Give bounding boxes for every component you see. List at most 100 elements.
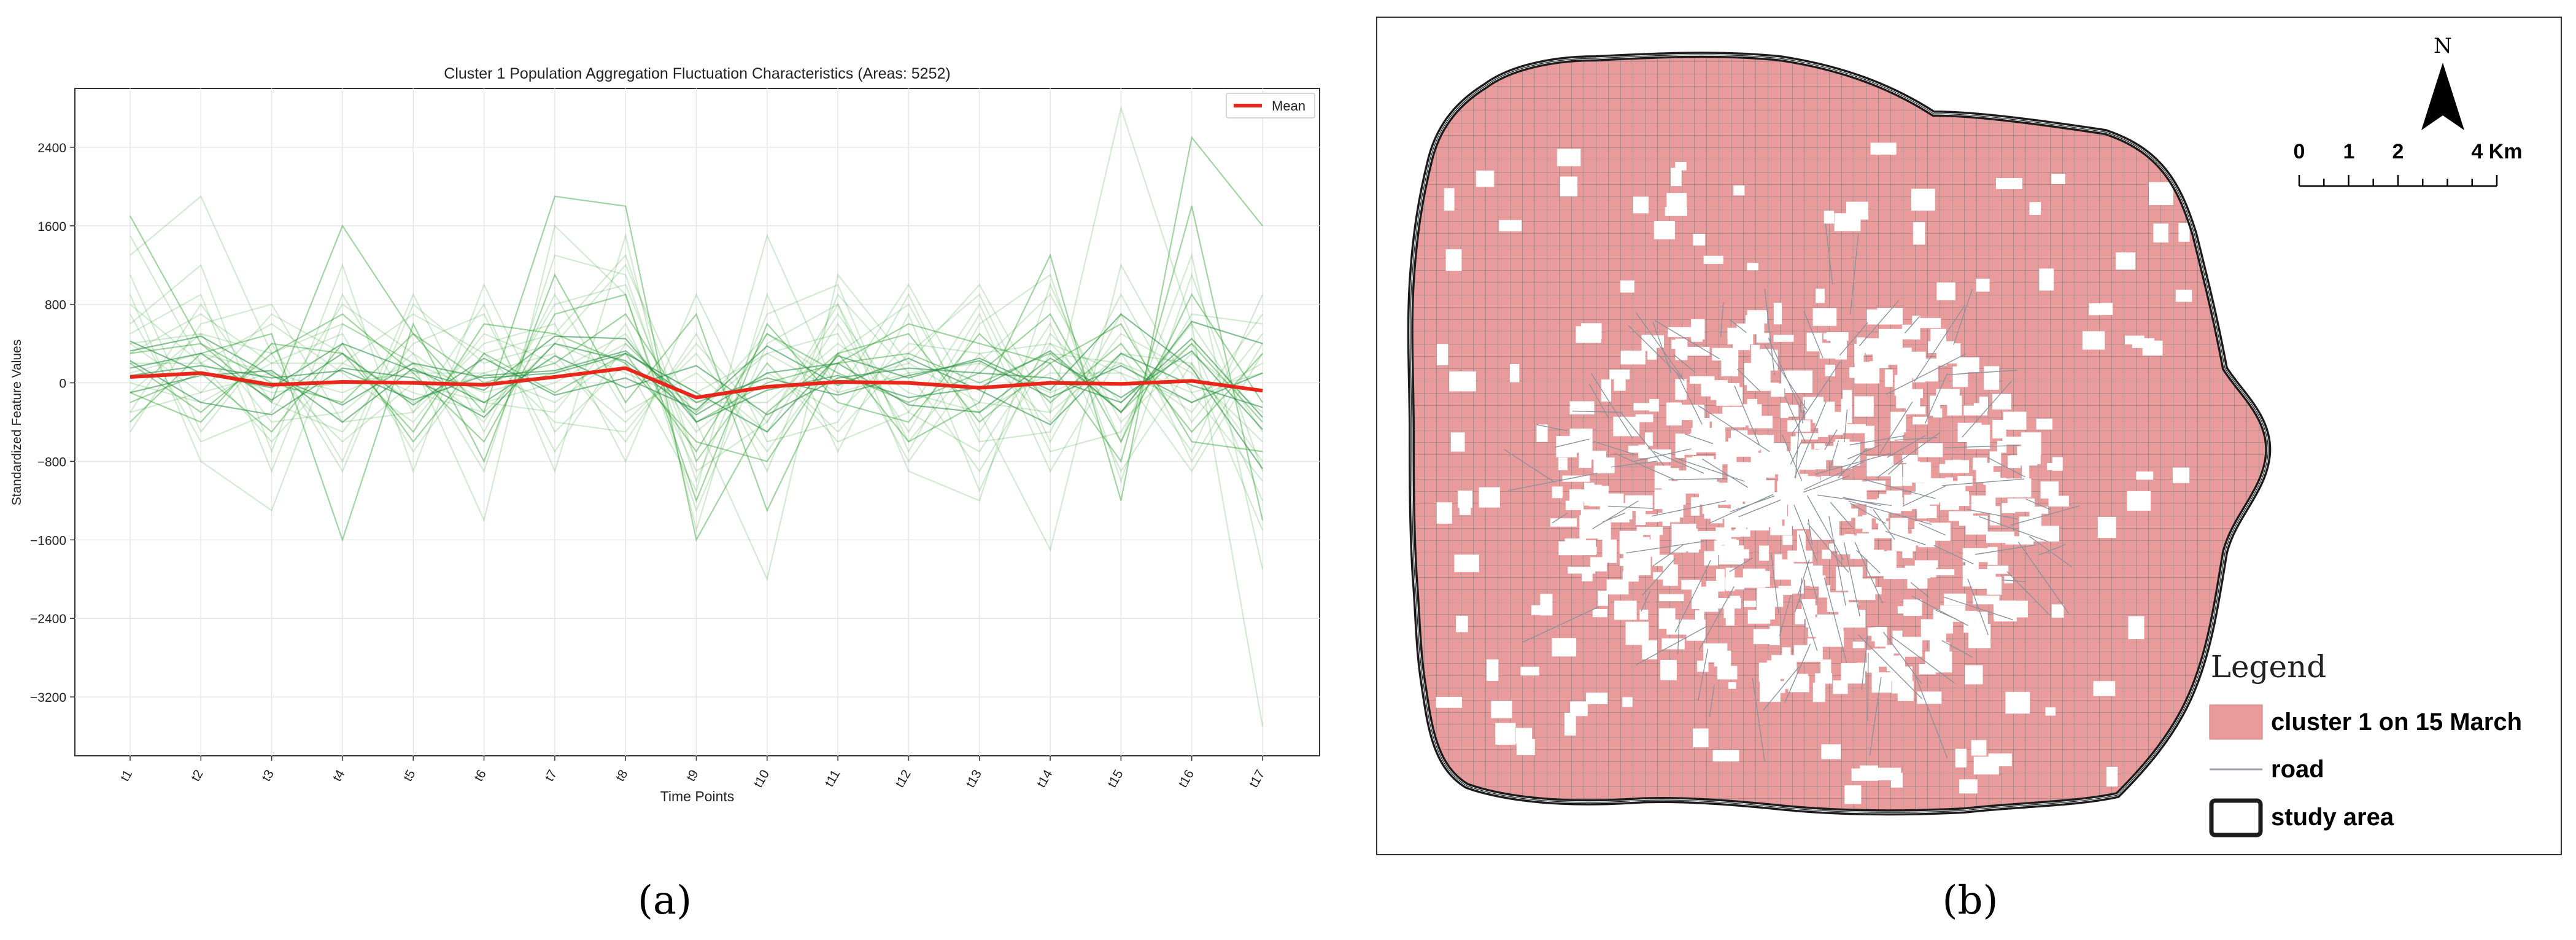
scale-ticks xyxy=(2298,175,2498,186)
non-cluster-cell xyxy=(1902,476,1913,486)
road-segment xyxy=(1653,451,1704,474)
non-cluster-cell xyxy=(1876,767,1901,780)
non-cluster-cell xyxy=(1957,357,1979,372)
non-cluster-cell xyxy=(1973,596,2000,605)
non-cluster-cell xyxy=(1871,672,1892,693)
non-cluster-cell xyxy=(1660,659,1677,681)
non-cluster-cell xyxy=(1725,577,1744,590)
chart-legend: Mean xyxy=(1226,93,1315,118)
non-cluster-cell xyxy=(1936,389,1960,405)
x-axis-ticks: t1 t2 t3 t4 t5 t6 t7 t8 t9 t10 t11 t12 t13 t14 t15 t16 t… xyxy=(118,756,1268,790)
non-cluster-cell xyxy=(1854,362,1880,384)
trace-line xyxy=(129,224,1264,570)
y-tick-label: −1600 xyxy=(30,534,66,548)
road-segment xyxy=(1698,405,1770,453)
non-cluster-cell xyxy=(1653,572,1669,580)
non-cluster-cell xyxy=(1491,701,1512,718)
road-segment xyxy=(1967,508,2018,520)
non-cluster-cell xyxy=(1914,521,1929,546)
non-cluster-cell xyxy=(1871,627,1884,642)
road-segment xyxy=(1763,666,1800,711)
non-cluster-cell xyxy=(1580,509,1604,524)
road-segment xyxy=(1887,460,1904,475)
road-segment xyxy=(1620,412,1665,466)
road-segment xyxy=(1673,354,1696,373)
non-cluster-cell xyxy=(1736,438,1761,451)
trace-line xyxy=(130,254,1263,463)
non-cluster-cell xyxy=(1614,600,1637,620)
road-segment xyxy=(1817,494,1892,506)
road-segment xyxy=(1967,578,1989,635)
non-cluster-cell xyxy=(1890,464,1902,487)
non-cluster-cell xyxy=(1793,645,1811,662)
road-segment xyxy=(1863,479,1936,499)
cluster-cells xyxy=(1410,55,2269,813)
non-cluster-cell xyxy=(1907,576,1928,589)
non-cluster-cell xyxy=(1823,333,1836,340)
scale-label-1: 1 xyxy=(2343,140,2355,163)
trace-line xyxy=(130,235,1263,473)
non-cluster-cell xyxy=(1774,559,1794,580)
non-cluster-cell xyxy=(1436,344,1449,365)
road-segment xyxy=(1702,459,1748,488)
non-cluster-cell xyxy=(1945,460,1970,473)
road-segment xyxy=(2025,499,2051,510)
non-cluster-cell xyxy=(1892,631,1903,654)
road-network xyxy=(1504,223,2079,762)
trace-line xyxy=(130,303,1263,473)
non-cluster-cell xyxy=(2116,252,2136,270)
non-cluster-cell xyxy=(1756,599,1775,620)
non-cluster-cell xyxy=(1620,280,1634,293)
x-tick-label: t17 xyxy=(1247,767,1268,790)
non-cluster-cell xyxy=(1866,456,1893,476)
non-cluster-cell xyxy=(1866,309,1891,325)
non-cluster-cell xyxy=(1614,378,1626,391)
non-cluster-cell xyxy=(2036,418,2052,430)
non-cluster-cell xyxy=(1896,394,1920,409)
non-cluster-cell xyxy=(1756,333,1770,343)
road-segment xyxy=(1886,353,1967,395)
non-cluster-cell xyxy=(1665,207,1687,216)
non-cluster-cell xyxy=(1878,521,1889,537)
road-segment xyxy=(1804,461,1864,491)
x-tick-label: t2 xyxy=(188,767,206,784)
non-cluster-cell xyxy=(1602,539,1617,563)
non-cluster-cell xyxy=(2040,481,2059,499)
road-segment xyxy=(1800,600,1818,651)
non-cluster-cell xyxy=(1785,473,1808,487)
non-cluster-cell xyxy=(1866,480,1886,491)
non-cluster-cell xyxy=(1963,405,1987,416)
road-segment xyxy=(1803,475,1850,493)
road-segment xyxy=(1614,453,1675,480)
non-cluster-cell xyxy=(1800,494,1808,514)
x-tick-label: t13 xyxy=(964,767,985,790)
non-cluster-cell xyxy=(1973,756,1999,775)
non-cluster-cell xyxy=(1742,569,1766,588)
road-segment xyxy=(1824,429,1838,451)
non-cluster-cell xyxy=(1870,142,1897,155)
non-cluster-cell xyxy=(1753,629,1773,645)
road-segment xyxy=(1947,370,2017,376)
road-segment xyxy=(1890,635,1955,684)
non-cluster-cell xyxy=(1967,424,1990,449)
non-cluster-cell xyxy=(1645,432,1653,446)
road-segment xyxy=(1798,534,1818,600)
non-cluster-cell xyxy=(1747,367,1771,391)
road-segment xyxy=(1942,478,2025,486)
non-cluster-cell xyxy=(1894,415,1905,435)
road-segment xyxy=(1879,402,1913,454)
x-tick-label: t3 xyxy=(259,767,277,784)
non-cluster-cell xyxy=(1920,619,1946,640)
non-cluster-cell xyxy=(1937,359,1947,366)
non-cluster-cell xyxy=(1917,317,1941,328)
non-cluster-cell xyxy=(1745,497,1768,519)
non-cluster-cell xyxy=(1552,486,1563,499)
non-cluster-cell xyxy=(1906,461,1920,476)
road-segment xyxy=(1793,505,1817,562)
road-segment xyxy=(2029,535,2073,568)
legend-label-mean: Mean xyxy=(1272,98,1305,114)
non-cluster-cell xyxy=(1568,567,1596,574)
non-cluster-cell xyxy=(1747,263,1758,271)
non-cluster-cell xyxy=(1984,366,2000,390)
individual-traces xyxy=(129,105,1264,727)
